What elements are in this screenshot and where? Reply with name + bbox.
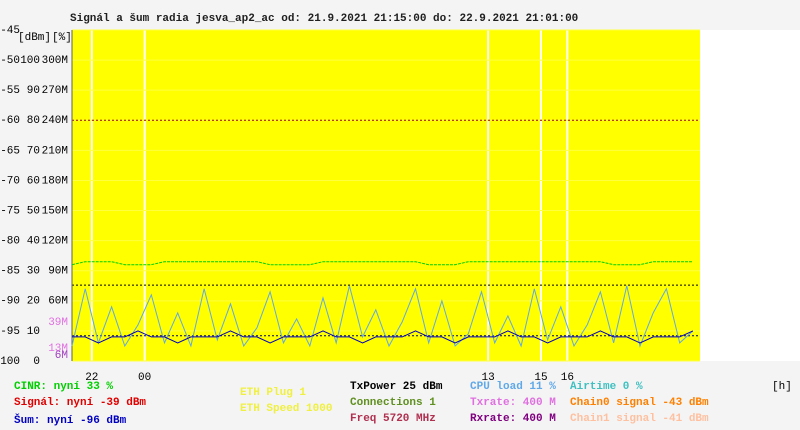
y3-tick-label: 240M bbox=[42, 115, 68, 127]
y2-tick-label: 10 bbox=[27, 326, 40, 338]
status-text: Chain0 signal -43 dBm bbox=[570, 397, 709, 409]
y3-tick-label: 270M bbox=[42, 85, 68, 97]
y3-tick-label: 90M bbox=[48, 266, 68, 278]
y-tick-label: -100 bbox=[0, 356, 20, 368]
status-text: Rxrate: 400 M bbox=[470, 413, 556, 425]
x-unit: [h] bbox=[772, 381, 792, 393]
y-tick-label: -80 bbox=[0, 236, 20, 248]
y2-tick-label: 90 bbox=[27, 85, 40, 97]
y-tick-label: -65 bbox=[0, 145, 20, 157]
status-text: Airtime 0 % bbox=[570, 381, 643, 393]
x-tick-label: 00 bbox=[138, 372, 151, 384]
chart-title: Signál a šum radia jesva_ap2_ac od: 21.9… bbox=[70, 13, 578, 25]
y2-tick-label: 50 bbox=[27, 205, 40, 217]
status-text: Chain1 signal -41 dBm bbox=[570, 413, 709, 425]
status-text: Txrate: 400 M bbox=[470, 397, 556, 409]
y3-tick-label: 120M bbox=[42, 236, 68, 248]
legend-entry: CPU load 11 % bbox=[470, 381, 556, 393]
status-text: Freq 5720 MHz bbox=[350, 413, 436, 425]
y3-tick-label: 150M bbox=[42, 205, 68, 217]
status-text: Connections 1 bbox=[350, 397, 436, 409]
x-tick-label: 15 bbox=[534, 372, 547, 384]
y-tick-label: -70 bbox=[0, 175, 20, 187]
y2-tick-label: 20 bbox=[27, 296, 40, 308]
y-tick-label: -75 bbox=[0, 205, 20, 217]
y-tick-label: -90 bbox=[0, 296, 20, 308]
status-text: ETH Speed 1000 bbox=[240, 403, 332, 415]
y2-unit: [%] bbox=[52, 32, 72, 44]
y-tick-label: -50 bbox=[0, 55, 20, 67]
y2-tick-label: 70 bbox=[27, 145, 40, 157]
series-line bbox=[72, 330, 694, 344]
y2-tick-label: 100 bbox=[20, 55, 40, 67]
blank-area bbox=[700, 30, 800, 361]
series-line bbox=[71, 285, 694, 348]
y3-tick-label: 60M bbox=[48, 296, 68, 308]
y3-tick-label: 210M bbox=[42, 145, 68, 157]
y2-tick-label: 40 bbox=[27, 236, 40, 248]
x-tick-label: 13 bbox=[482, 372, 495, 384]
status-text: ETH Plug 1 bbox=[240, 387, 306, 399]
legend-entry: Šum: nyní -96 dBm bbox=[14, 413, 127, 427]
x-tick-label: 22 bbox=[85, 372, 98, 384]
series-line bbox=[71, 261, 693, 266]
y3-tick-label: 300M bbox=[42, 55, 68, 67]
legend-entry: CINR: nyní 33 % bbox=[14, 381, 113, 393]
y-tick-label: -85 bbox=[0, 266, 20, 278]
y2-tick-label: 80 bbox=[27, 115, 40, 127]
y-unit: [dBm] bbox=[18, 32, 51, 44]
rate-marker: 13M bbox=[48, 343, 68, 355]
status-text: TxPower 25 dBm bbox=[350, 381, 443, 393]
y3-tick-label: 180M bbox=[42, 175, 68, 187]
status-text: Signál: nyní -39 dBm bbox=[14, 397, 146, 409]
y-tick-label: -95 bbox=[0, 326, 20, 338]
y-tick-label: -55 bbox=[0, 85, 20, 97]
x-tick-label: 16 bbox=[561, 372, 574, 384]
rate-marker: 6M bbox=[55, 350, 68, 362]
y2-tick-label: 0 bbox=[33, 356, 40, 368]
y-tick-label: -60 bbox=[0, 115, 20, 127]
rate-marker: 39M bbox=[48, 317, 68, 329]
y2-tick-label: 60 bbox=[27, 175, 40, 187]
y2-tick-label: 30 bbox=[27, 266, 40, 278]
y-tick-label: -45 bbox=[0, 25, 20, 37]
